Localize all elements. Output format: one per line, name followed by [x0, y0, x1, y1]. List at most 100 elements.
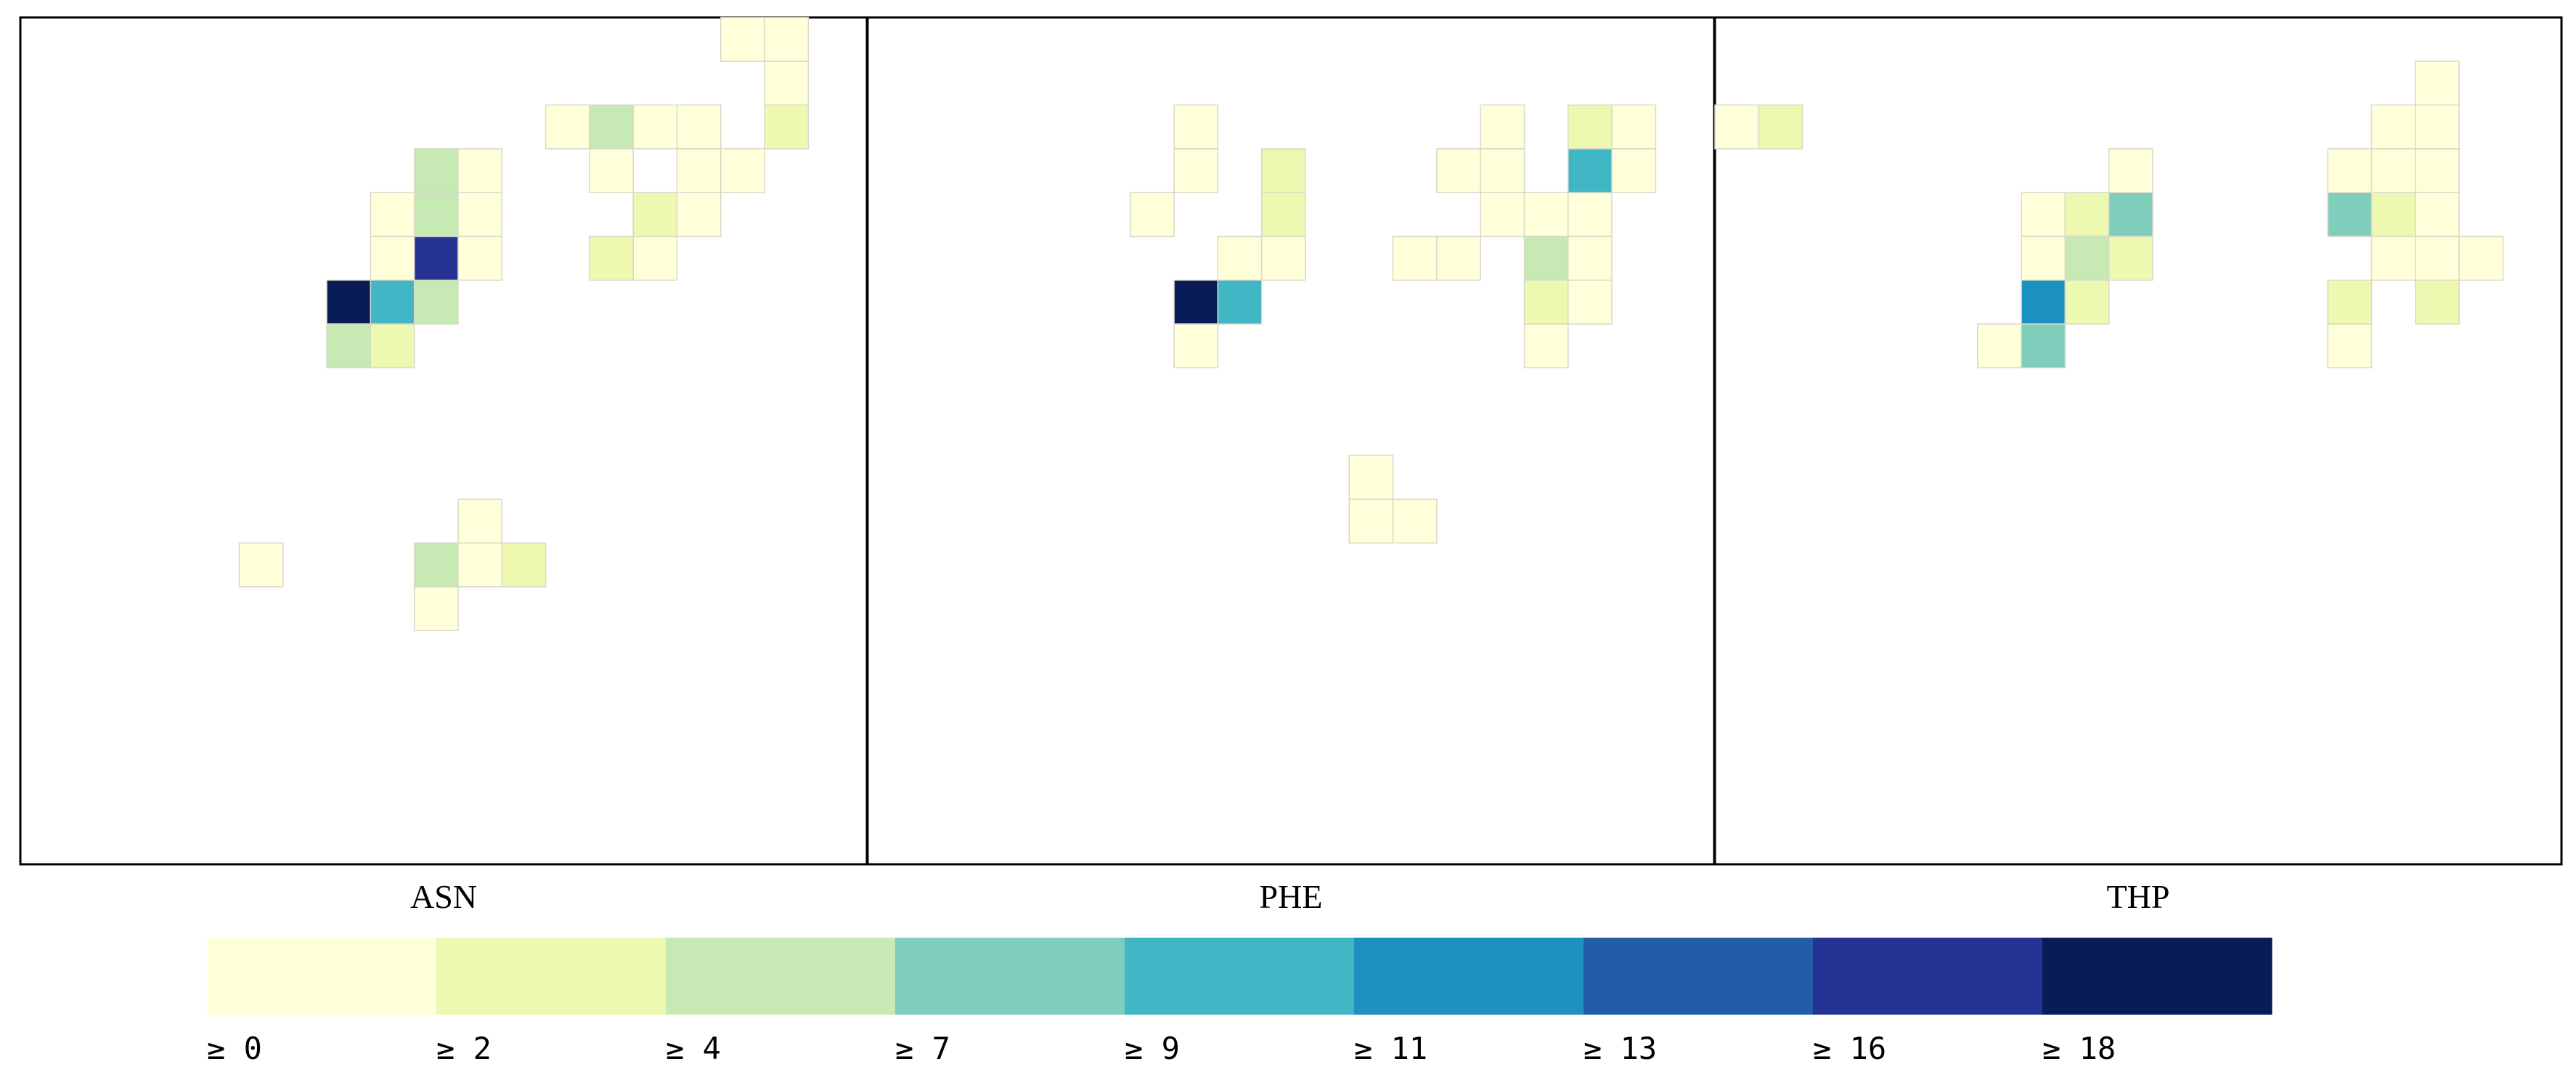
colorbar-tick-label: ≥ 0 [207, 1031, 262, 1066]
colorbar-tick-label: ≥ 11 [1354, 1031, 1427, 1066]
heatmap-cell [2021, 323, 2066, 369]
heatmap-cell [1568, 280, 1613, 325]
heatmap-cell [2327, 323, 2373, 369]
heatmap-cell [1173, 280, 1219, 325]
heatmap-cell [457, 498, 503, 544]
heatmap-cell [2371, 192, 2416, 237]
colorbar-segment [666, 938, 896, 1015]
colorbar-tick-label: ≥ 2 [436, 1031, 492, 1066]
heatmap-cell [2064, 280, 2110, 325]
heatmap-cell [589, 104, 634, 150]
heatmap-cell [2458, 235, 2504, 281]
colorbar-segment [1813, 938, 2043, 1015]
heatmap-cell [676, 192, 722, 237]
heatmap-cell [632, 235, 678, 281]
heatmap-cell [326, 323, 372, 369]
colorbar-segment [895, 938, 1125, 1015]
colorbar-tick-label: ≥ 9 [1125, 1031, 1180, 1066]
heatmap-cell [764, 17, 810, 62]
colorbar-tick-label: ≥ 18 [2042, 1031, 2116, 1066]
heatmap-cell [457, 542, 503, 588]
colorbar-segment [1125, 938, 1355, 1015]
heatmap-cell [2327, 280, 2373, 325]
heatmap-cell [1480, 148, 1525, 193]
colorbar-segment [1583, 938, 1814, 1015]
heatmap-cell [2415, 192, 2460, 237]
heatmap-cell [1348, 498, 1394, 544]
heatmap-cell [1392, 235, 1438, 281]
heatmap-cell [2108, 148, 2153, 193]
heatmap-cell [2415, 235, 2460, 281]
heatmap-cell [370, 235, 415, 281]
colorbar-segment [1354, 938, 1584, 1015]
colorbar-tick-label: ≥ 4 [666, 1031, 721, 1066]
panel-title: THP [2107, 878, 2170, 915]
panel-phe: PHE [866, 16, 1716, 915]
heatmap-cell [457, 192, 503, 237]
heatmap-cell [1260, 192, 1306, 237]
heatmap-cell [2415, 148, 2460, 193]
heatmap-cell [1714, 104, 1760, 150]
heatmap-cell [1568, 192, 1613, 237]
heatmap-cell [413, 148, 459, 193]
panel-asn: ASN [19, 16, 868, 915]
colorbar-tick-label: ≥ 16 [1813, 1031, 1886, 1066]
colorbar-segment [436, 938, 667, 1015]
heatmap-cell [1758, 104, 1803, 150]
heatmap-cell [1523, 235, 1569, 281]
heatmap-cell [1523, 192, 1569, 237]
heatmap-cell [1392, 498, 1438, 544]
heatmap-cell [2415, 60, 2460, 106]
heatmap-cell [1568, 104, 1613, 150]
panel-frame [19, 16, 868, 866]
heatmap-cell [1523, 280, 1569, 325]
heatmap-cell [2327, 148, 2373, 193]
panels-layer: ASN PHE THP [19, 16, 2563, 915]
heatmap-cell [1568, 148, 1613, 193]
heatmap-cell [632, 192, 678, 237]
heatmap-cell [2021, 235, 2066, 281]
heatmap-cell [2371, 235, 2416, 281]
heatmap-cell [2064, 192, 2110, 237]
panel-title: PHE [1260, 878, 1323, 915]
heatmap-cell [676, 104, 722, 150]
heatmap-cell [1260, 235, 1306, 281]
heatmap-cell [1173, 323, 1219, 369]
heatmap-cell [413, 192, 459, 237]
heatmap-cell [1173, 104, 1219, 150]
heatmap-cell [1130, 192, 1175, 237]
heatmap-cell [2108, 192, 2153, 237]
heatmap-cell [1523, 323, 1569, 369]
heatmap-cell [238, 542, 284, 588]
heatmap-cell [1568, 235, 1613, 281]
heatmap-cell [1260, 148, 1306, 193]
heatmap-cell [1436, 148, 1481, 193]
heatmap-cell [1348, 455, 1394, 500]
heatmap-cell [457, 148, 503, 193]
heatmap-cell [2327, 192, 2373, 237]
heatmap-cell [413, 542, 459, 588]
heatmap-cell [764, 104, 810, 150]
heatmap-cell [2371, 104, 2416, 150]
heatmap-cell [1217, 235, 1263, 281]
heatmap-cell [2371, 148, 2416, 193]
heatmap-cell [1480, 192, 1525, 237]
heatmap-cell [1977, 323, 2022, 369]
heatmap-cell [413, 235, 459, 281]
heatmap-cell [2415, 104, 2460, 150]
heatmap-cell [457, 235, 503, 281]
heatmap-cell [2415, 280, 2460, 325]
colorbar-tick-label: ≥ 7 [895, 1031, 950, 1066]
heatmap-cell [1217, 280, 1263, 325]
heatmap-cell [1173, 148, 1219, 193]
heatmap-cell [720, 17, 765, 62]
heatmap-cell [632, 104, 678, 150]
heatmap-cell [370, 192, 415, 237]
heatmap-cell [1611, 104, 1657, 150]
heatmap-cell [2021, 280, 2066, 325]
colorbar: ≥ 0 ≥ 2 ≥ 4 ≥ 7 ≥ 9 ≥ 11 ≥ 13 ≥ 16 ≥ 18 [207, 938, 2273, 1066]
heatmap-cell [2021, 192, 2066, 237]
heatmap-cell [2108, 235, 2153, 281]
colorbar-segment [2042, 938, 2273, 1015]
